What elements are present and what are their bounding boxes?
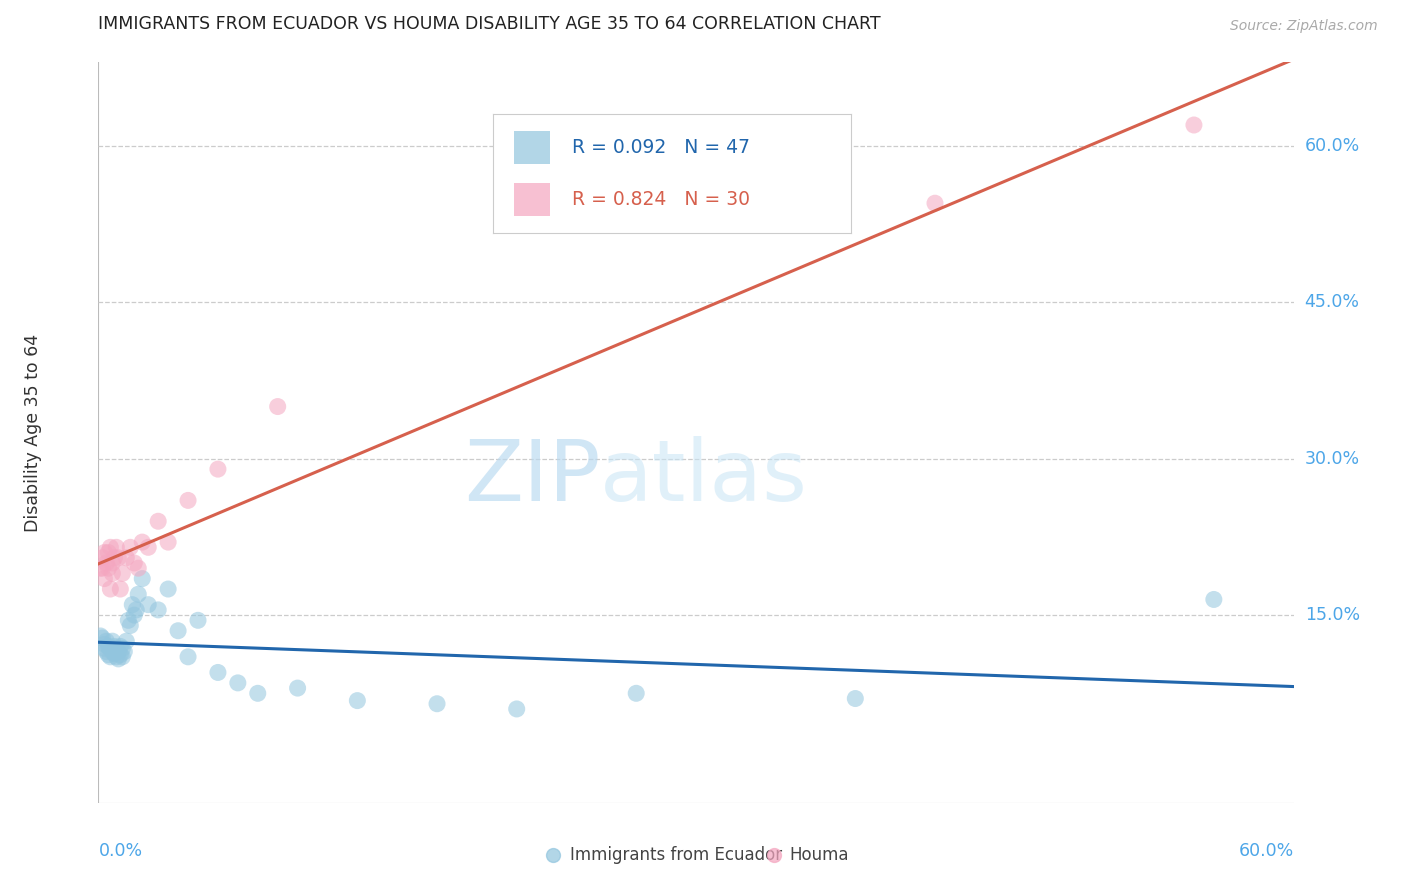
Text: atlas: atlas [600,435,808,518]
Point [1182,118,1205,132]
Point [93,637,115,651]
Point [103,640,125,654]
Point [121,598,143,612]
Point [111,641,134,656]
Point [105,649,128,664]
Point [101,556,124,570]
Point [177,649,200,664]
Point [120,541,142,555]
Point [105,641,128,656]
Point [136,598,159,612]
Point [101,566,124,581]
Point [148,514,170,528]
Point [157,582,180,596]
Point [103,647,125,661]
Point [89,561,111,575]
Point [131,535,153,549]
Point [844,838,866,852]
Point [111,566,134,581]
Point [112,644,135,658]
Text: Disability Age 35 to 64: Disability Age 35 to 64 [24,334,42,532]
Point [127,561,149,575]
Point [127,587,149,601]
Point [97,545,120,559]
Point [506,702,529,716]
Text: Immigrants from Ecuador: Immigrants from Ecuador [571,846,783,863]
Point [107,550,129,565]
Point [110,582,132,596]
Text: IMMIGRANTS FROM ECUADOR VS HOUMA DISABILITY AGE 35 TO 64 CORRELATION CHART: IMMIGRANTS FROM ECUADOR VS HOUMA DISABIL… [98,15,882,33]
Point [97,648,120,662]
Point [136,541,159,555]
Point [167,624,190,638]
Point [97,561,120,575]
Point [98,541,122,555]
Point [287,681,309,695]
Text: 15.0%: 15.0% [1305,606,1360,624]
Point [93,545,115,559]
Point [1212,838,1234,852]
Text: 0.0%: 0.0% [98,842,142,860]
Point [924,196,946,211]
Point [115,634,138,648]
Point [117,613,139,627]
Point [131,572,153,586]
Point [120,618,142,632]
Point [98,649,122,664]
Text: ZIP: ZIP [464,435,600,518]
Text: 45.0%: 45.0% [1305,293,1360,311]
Point [107,644,129,658]
Point [98,582,122,596]
Point [105,541,128,555]
Point [844,691,866,706]
Point [96,556,118,570]
Text: 60.0%: 60.0% [1239,842,1294,860]
Point [110,648,132,662]
Point [91,550,114,565]
Point [110,640,132,654]
Point [125,603,148,617]
Point [346,693,368,707]
Point [226,676,249,690]
Point [267,400,290,414]
Point [91,561,114,575]
Point [101,634,124,648]
Point [93,641,115,656]
Point [187,613,209,627]
Point [246,686,269,700]
Point [96,644,118,658]
Point [101,644,124,658]
Text: Houma: Houma [789,846,849,863]
Point [98,641,122,656]
Point [626,686,648,700]
Point [157,535,180,549]
Point [124,556,146,570]
Point [91,631,114,645]
Point [103,550,125,565]
Text: 60.0%: 60.0% [1305,136,1360,155]
Point [93,572,115,586]
Point [107,652,129,666]
Point [207,665,229,680]
Point [148,603,170,617]
Point [1202,592,1225,607]
Point [89,629,111,643]
Text: 30.0%: 30.0% [1305,450,1360,467]
Point [111,649,134,664]
Point [207,462,229,476]
Point [97,640,120,654]
Point [115,550,138,565]
Point [177,493,200,508]
Point [426,697,449,711]
Text: Source: ZipAtlas.com: Source: ZipAtlas.com [1230,19,1378,33]
Point [96,634,118,648]
Point [124,608,146,623]
